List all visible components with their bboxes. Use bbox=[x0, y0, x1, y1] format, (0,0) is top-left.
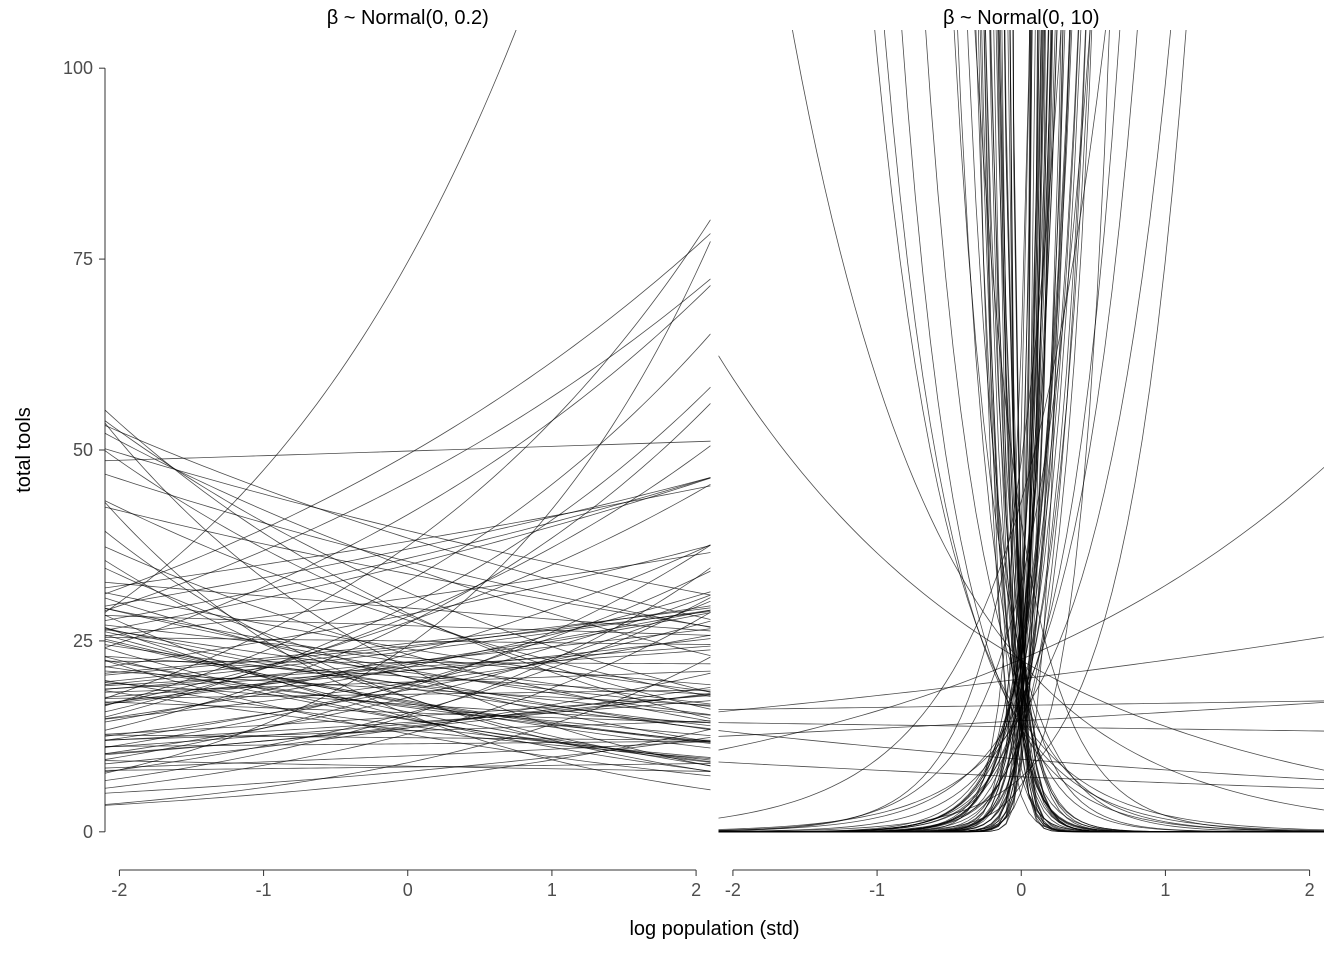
prior-curve bbox=[105, 478, 711, 607]
curves-panel-1 bbox=[719, 0, 1325, 833]
prior-curve bbox=[105, 441, 711, 461]
x-tick-label: 2 bbox=[691, 880, 701, 900]
x-tick-label: 1 bbox=[547, 880, 557, 900]
x-tick-label: -2 bbox=[725, 880, 741, 900]
prior-curve bbox=[105, 486, 711, 588]
y-tick-label: 75 bbox=[73, 249, 93, 269]
prior-curve bbox=[105, 449, 711, 595]
y-tick-label: 100 bbox=[63, 58, 93, 78]
prior-curve bbox=[105, 279, 711, 611]
prior-curve bbox=[105, 285, 711, 647]
x-tick-label: -1 bbox=[256, 880, 272, 900]
y-tick-label: 0 bbox=[83, 822, 93, 842]
prior-curve bbox=[105, 334, 711, 706]
prior-curve bbox=[105, 484, 711, 705]
y-axis-label: total tools bbox=[13, 407, 35, 493]
prior-curve bbox=[105, 474, 711, 627]
x-tick-label: -2 bbox=[111, 880, 127, 900]
panel-title-1: β ~ Normal(0, 10) bbox=[943, 7, 1100, 29]
prior-predictive-chart: total toolslog population (std)025507510… bbox=[0, 0, 1344, 960]
x-tick-label: 1 bbox=[1160, 880, 1170, 900]
prior-curve bbox=[105, 547, 711, 721]
x-tick-label: 2 bbox=[1305, 880, 1315, 900]
y-tick-label: 50 bbox=[73, 440, 93, 460]
x-axis-label: log population (std) bbox=[629, 918, 799, 940]
x-tick-label: 0 bbox=[1016, 880, 1026, 900]
y-tick-label: 25 bbox=[73, 631, 93, 651]
panel-title-0: β ~ Normal(0, 0.2) bbox=[327, 7, 489, 29]
curves-panel-0 bbox=[105, 0, 711, 805]
x-tick-label: -1 bbox=[869, 880, 885, 900]
x-tick-label: 0 bbox=[403, 880, 413, 900]
